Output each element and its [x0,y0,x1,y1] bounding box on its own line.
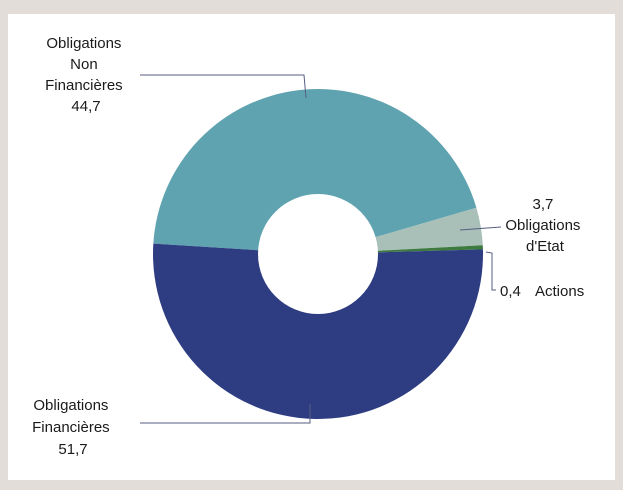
leader-line-non-financieres [140,74,307,99]
chart-panel: Obligations Non Financières 44,7 3,7 Obl… [8,14,615,480]
value-financieres: 51,7 [58,441,87,458]
donut-hole [258,194,378,314]
leader-line-actions [485,251,496,291]
label-actions: 0,4 Actions [500,283,584,300]
value-etat: 3,7 [532,196,553,213]
label-non-financieres: Obligations Non Financières 44,7 [45,35,127,115]
slice-financieres [153,243,484,420]
slice-non-financieres [153,89,477,254]
slices [153,89,484,420]
value-non-financieres: 44,7 [71,98,100,115]
leader-line-financieres [140,404,311,424]
donut-chart: Obligations Non Financières 44,7 3,7 Obl… [32,35,584,458]
label-etat: 3,7 Obligations d'Etat [505,196,584,255]
label-financieres: Obligations Financières 51,7 [32,397,114,458]
leader-line-etat [459,226,502,231]
value-actions: 0,4 [500,283,521,300]
